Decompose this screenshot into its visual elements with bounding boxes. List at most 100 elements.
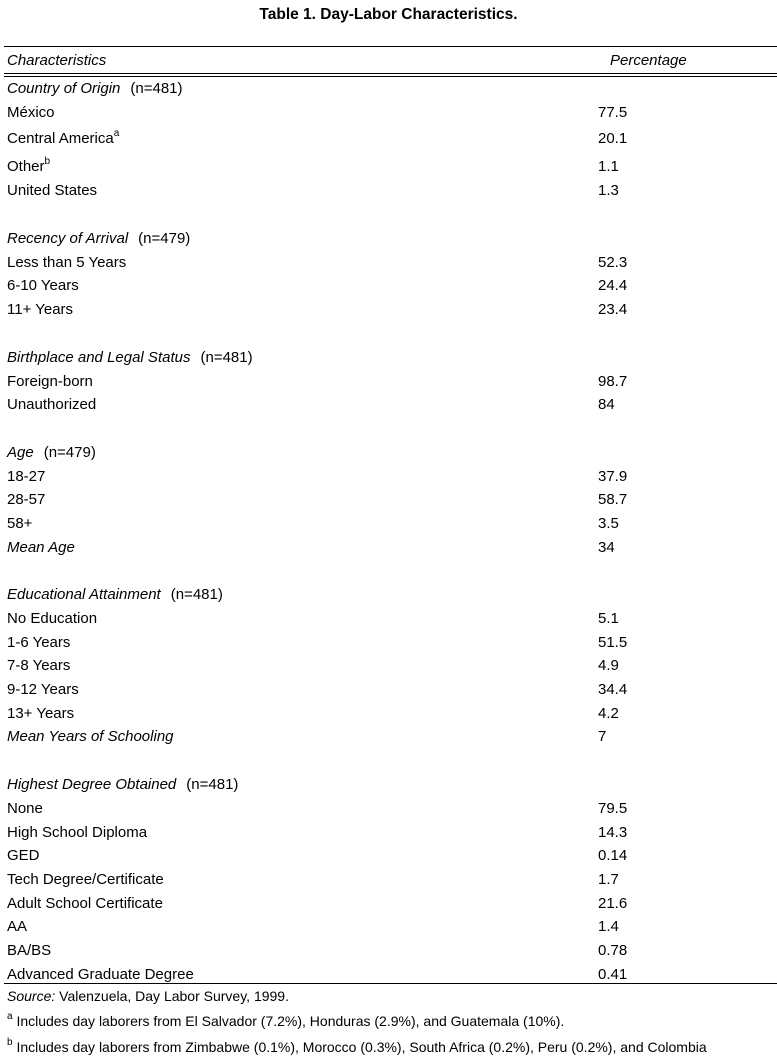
section-header: Recency of Arrival (n=479) (7, 227, 777, 251)
row-percentage: 21.6 (598, 894, 628, 912)
row-label: Otherb (7, 152, 50, 182)
table-row: 58+ 3.5 (7, 512, 777, 536)
row-percentage: 98.7 (598, 372, 628, 390)
section-title: Age (n=479) (7, 441, 96, 465)
table-row: BA/BS 0.78 (7, 939, 777, 963)
row-percentage: 5.1 (598, 610, 619, 627)
row-label-text: Tech Degree/Certificate (7, 870, 164, 888)
bottom-rule (4, 983, 777, 984)
table-row: Advanced Graduate Degree 0.41 (7, 963, 777, 987)
row-label-text: 28-57 (7, 491, 46, 509)
row-label: 18-27 (7, 465, 45, 489)
section-title: Recency of Arrival (n=479) (7, 227, 190, 251)
row-label-text: AA (7, 918, 28, 936)
row-label: AA (7, 915, 27, 939)
table-row: Tech Degree/Certificate 1.7 (7, 868, 777, 892)
row-label-text: Unauthorized (7, 396, 97, 414)
row-percentage: 34.4 (598, 681, 628, 699)
section-sample-size: (n=481) (130, 80, 183, 97)
row-label: Mean Age (7, 536, 75, 560)
row-label: Adult School Certificate (7, 892, 163, 916)
row-percentage: 23.4 (598, 301, 628, 319)
row-percentage: 0.78 (598, 941, 628, 959)
row-label: 7-8 Years (7, 654, 70, 678)
table-row: 7-8 Years 4.9 (7, 654, 777, 678)
footnote-text: Includes day laborers from El Salvador (… (16, 1013, 565, 1029)
row-percentage: 24.4 (598, 277, 628, 295)
row-label: High School Diploma (7, 821, 147, 845)
section-title-text: Recency of Arrival (7, 230, 129, 248)
row-label: 1-6 Years (7, 631, 70, 655)
row-label-text: GED (7, 847, 40, 865)
table-row: 11+ Years 23.4 (7, 298, 777, 322)
table-row: High School Diploma 14.3 (7, 821, 777, 845)
top-rule (4, 46, 777, 47)
row-label-text: Other (7, 157, 45, 175)
row-label: No Education (7, 607, 97, 631)
row-percentage: 79.5 (598, 799, 628, 817)
row-label: BA/BS (7, 939, 51, 963)
source-label: Source: (7, 988, 56, 1004)
section-sample-size: (n=481) (170, 586, 223, 604)
section-title: Highest Degree Obtained (n=481) (7, 773, 238, 797)
row-label: 6-10 Years (7, 274, 79, 298)
row-percentage: 84 (598, 396, 615, 414)
row-percentage: 3.5 (598, 514, 619, 532)
column-header-characteristics: Characteristics (7, 52, 107, 69)
table-row: 28-57 58.7 (7, 488, 777, 512)
row-label-text: 9-12 Years (7, 681, 79, 699)
row-label: Mean Years of Schooling (7, 725, 174, 749)
section-title-text: Highest Degree Obtained (7, 776, 177, 794)
row-label: Less than 5 Years (7, 251, 126, 275)
row-percentage: 1.7 (598, 870, 619, 888)
row-label: 9-12 Years (7, 678, 79, 702)
row-percentage: 58.7 (598, 491, 628, 509)
footnote-marker: a (113, 128, 120, 140)
row-label-text: Adult School Certificate (7, 894, 163, 912)
section-title-text: Age (7, 443, 34, 461)
section-spacer (7, 417, 777, 441)
row-label-text: 1-6 Years (7, 633, 71, 651)
row-label: Tech Degree/Certificate (7, 868, 164, 892)
section-header: Age (n=479) (7, 441, 777, 465)
row-label-text: 58+ (7, 514, 33, 532)
row-percentage: 37.9 (598, 467, 628, 485)
source-text: Valenzuela, Day Labor Survey, 1999. (59, 988, 289, 1004)
row-percentage: 0.14 (598, 847, 628, 865)
section-spacer (7, 559, 777, 583)
table-row: 1-6 Years 51.5 (7, 631, 777, 655)
section-header: Country of Origin (n=481) (7, 77, 777, 101)
row-percentage: 77.5 (598, 103, 628, 121)
footnote-a: a Includes day laborers from El Salvador… (7, 1012, 565, 1030)
row-percentage: 1.4 (598, 918, 619, 936)
row-label: United States (7, 179, 97, 203)
row-percentage: 20.1 (598, 130, 628, 148)
footnote-text: Includes day laborers from Zimbabwe (0.1… (16, 1039, 707, 1055)
row-label-text: High School Diploma (7, 823, 148, 841)
table-row: Otherb 1.1 (7, 152, 777, 180)
row-label-text: Less than 5 Years (7, 253, 127, 271)
table-row: Less than 5 Years 52.3 (7, 251, 777, 275)
section-spacer (7, 203, 777, 227)
row-label: Advanced Graduate Degree (7, 963, 194, 987)
row-label: 11+ Years (7, 298, 73, 322)
row-percentage: 52.3 (598, 253, 628, 271)
section-title-text: Birthplace and Legal Status (7, 348, 191, 366)
row-percentage: 7 (598, 728, 607, 746)
row-percentage: 34 (598, 538, 615, 556)
section-spacer (7, 322, 777, 346)
row-label: Central Americaa (7, 124, 119, 154)
row-label: México (7, 101, 55, 125)
row-label: GED (7, 844, 40, 868)
section-title: Birthplace and Legal Status (n=481) (7, 346, 253, 370)
table-row: Mean Age 34 (7, 536, 777, 560)
row-label: 13+ Years (7, 702, 74, 726)
row-label-text: BA/BS (7, 941, 52, 959)
row-percentage: 4.2 (598, 704, 619, 722)
section-sample-size: (n=481) (200, 348, 253, 366)
table-row: GED 0.14 (7, 844, 777, 868)
section-title-text: Educational Attainment (7, 586, 161, 604)
section-sample-size: (n=481) (186, 776, 239, 794)
row-label-text: 18-27 (7, 467, 46, 485)
row-label: 28-57 (7, 488, 45, 512)
